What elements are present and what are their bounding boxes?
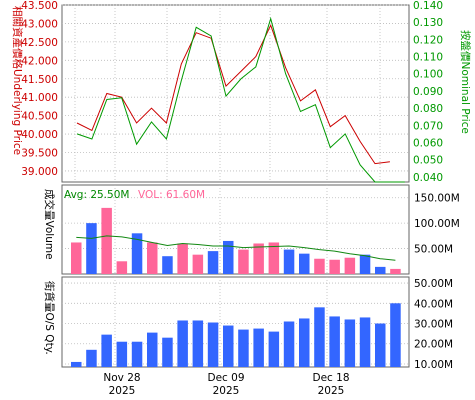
volume-bar bbox=[238, 249, 249, 274]
price-right-axis-ticks: 0.140 0.130 0.120 0.110 0.100 0.090 0.080 0.070… bbox=[413, 0, 443, 184]
os-qty-bar bbox=[283, 321, 295, 367]
underlying-price-line bbox=[76, 23, 390, 165]
os-qty-bar bbox=[375, 323, 386, 367]
volume-axis-title: 成交量Volume bbox=[43, 189, 56, 260]
volume-bar bbox=[283, 249, 295, 274]
volume-bar bbox=[192, 254, 204, 274]
volume-tick-label: 150.00M bbox=[414, 193, 460, 205]
nominal-tick-label: 0.140 bbox=[413, 0, 443, 12]
os-qty-bars bbox=[71, 303, 401, 367]
volume-bar bbox=[314, 258, 325, 274]
nominal-tick-label: 0.100 bbox=[413, 69, 443, 81]
volume-bar bbox=[207, 251, 219, 274]
os-qty-bar bbox=[223, 325, 234, 367]
volume-bar bbox=[268, 242, 280, 274]
nominal-price-line bbox=[76, 16, 405, 183]
os-qty-bar bbox=[359, 317, 371, 367]
volume-avg-line bbox=[76, 235, 396, 261]
underlying-tick-label: 39.000 bbox=[21, 166, 58, 178]
os-qty-bar bbox=[177, 320, 188, 367]
underlying-tick-label: 42.500 bbox=[21, 37, 58, 49]
underlying-tick-label: 42.000 bbox=[21, 55, 58, 67]
volume-bar bbox=[177, 243, 188, 274]
x-tick-year: 2025 bbox=[109, 385, 136, 397]
volume-tick-label: 50.00M bbox=[414, 244, 453, 256]
underlying-tick-label: 39.500 bbox=[21, 148, 58, 160]
os-qty-bar bbox=[390, 303, 401, 367]
os-qty-bar bbox=[299, 318, 310, 367]
os-qty-bar bbox=[268, 331, 280, 367]
nominal-tick-label: 0.060 bbox=[413, 137, 443, 149]
underlying-tick-label: 43.000 bbox=[21, 18, 58, 30]
nominal-price-axis-title: 按盤價Nominal Price bbox=[459, 30, 472, 134]
os-qty-bar bbox=[329, 316, 340, 367]
volume-bar bbox=[253, 243, 264, 274]
os-tick-label: 40.00M bbox=[414, 298, 453, 310]
nominal-tick-label: 0.120 bbox=[413, 34, 443, 46]
os-tick-label: 30.00M bbox=[414, 319, 453, 331]
os-qty-bar bbox=[86, 349, 97, 367]
volume-bar bbox=[344, 257, 356, 274]
volume-avg-legend: Avg: 25.50M bbox=[64, 189, 129, 201]
os-qty-bar bbox=[314, 307, 325, 367]
os-qty-axis-title: 街貨量O/S Qty. bbox=[43, 281, 56, 355]
os-qty-bar bbox=[162, 337, 173, 367]
os-axis-ticks: 50.00M 40.00M 30.00M 20.00M 10.00M bbox=[414, 278, 453, 371]
os-panel-frame bbox=[61, 276, 410, 368]
x-tick-day: Nov 28 bbox=[103, 372, 140, 384]
nominal-tick-label: 0.110 bbox=[413, 52, 443, 64]
nominal-tick-label: 0.070 bbox=[413, 120, 443, 132]
x-tick-day: Dec 09 bbox=[207, 372, 244, 384]
underlying-tick-label: 40.500 bbox=[21, 111, 58, 123]
nominal-tick-label: 0.080 bbox=[413, 103, 443, 115]
volume-bars bbox=[71, 207, 401, 274]
volume-bar bbox=[116, 261, 128, 274]
os-qty-bar bbox=[253, 328, 264, 367]
os-qty-bar bbox=[192, 320, 204, 367]
os-tick-label: 50.00M bbox=[414, 278, 453, 290]
price-panel-frame bbox=[61, 4, 410, 183]
os-qty-bar bbox=[207, 322, 219, 367]
os-tick-label: 20.00M bbox=[414, 339, 453, 351]
nominal-tick-label: 0.040 bbox=[413, 172, 443, 184]
os-tick-label: 10.00M bbox=[414, 359, 453, 371]
underlying-tick-label: 41.500 bbox=[21, 74, 58, 86]
x-tick-year: 2025 bbox=[318, 385, 345, 397]
x-tick-year: 2025 bbox=[213, 385, 240, 397]
os-qty-bar bbox=[101, 334, 112, 367]
os-qty-bar bbox=[116, 341, 128, 367]
underlying-tick-label: 43.500 bbox=[21, 0, 58, 12]
price-left-axis-ticks: 43.500 43.000 42.500 42.000 41.500 41.000 40.5… bbox=[21, 0, 58, 178]
os-qty-bar bbox=[147, 332, 158, 367]
volume-bar bbox=[147, 242, 158, 274]
volume-vol-legend: VOL: 61.60M bbox=[138, 189, 205, 201]
os-qty-bar bbox=[344, 319, 356, 367]
nominal-tick-label: 0.050 bbox=[413, 155, 443, 167]
os-qty-bar bbox=[71, 361, 82, 367]
nominal-tick-label: 0.130 bbox=[413, 17, 443, 29]
os-qty-bar bbox=[131, 341, 143, 367]
volume-tick-label: 100.00M bbox=[414, 218, 460, 230]
underlying-tick-label: 41.000 bbox=[21, 92, 58, 104]
volume-bar bbox=[299, 253, 310, 274]
x-tick-day: Dec 18 bbox=[312, 372, 349, 384]
underlying-price-axis-title: 相關資產價格Underlying Price bbox=[11, 6, 24, 155]
volume-bar bbox=[223, 240, 234, 274]
volume-axis-ticks: 150.00M 100.00M 50.00M bbox=[414, 193, 460, 256]
volume-bar bbox=[101, 207, 112, 274]
volume-bar bbox=[131, 233, 143, 274]
underlying-tick-label: 40.000 bbox=[21, 129, 58, 141]
volume-bar bbox=[86, 223, 97, 274]
volume-bar bbox=[375, 266, 386, 274]
volume-bar bbox=[359, 254, 371, 274]
volume-bar bbox=[162, 256, 173, 274]
volume-bar bbox=[390, 268, 401, 274]
nominal-tick-label: 0.090 bbox=[413, 86, 443, 98]
volume-bar bbox=[71, 242, 82, 274]
volume-bar bbox=[329, 259, 340, 274]
os-qty-bar bbox=[238, 329, 249, 367]
